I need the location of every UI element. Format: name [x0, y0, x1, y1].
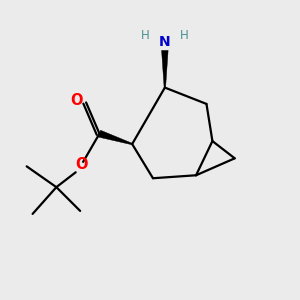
Polygon shape: [98, 130, 132, 145]
Text: O: O: [75, 157, 88, 172]
Text: O: O: [70, 94, 83, 109]
Text: N: N: [159, 35, 171, 49]
Polygon shape: [162, 50, 168, 88]
Text: H: H: [180, 29, 189, 42]
Text: H: H: [141, 29, 150, 42]
